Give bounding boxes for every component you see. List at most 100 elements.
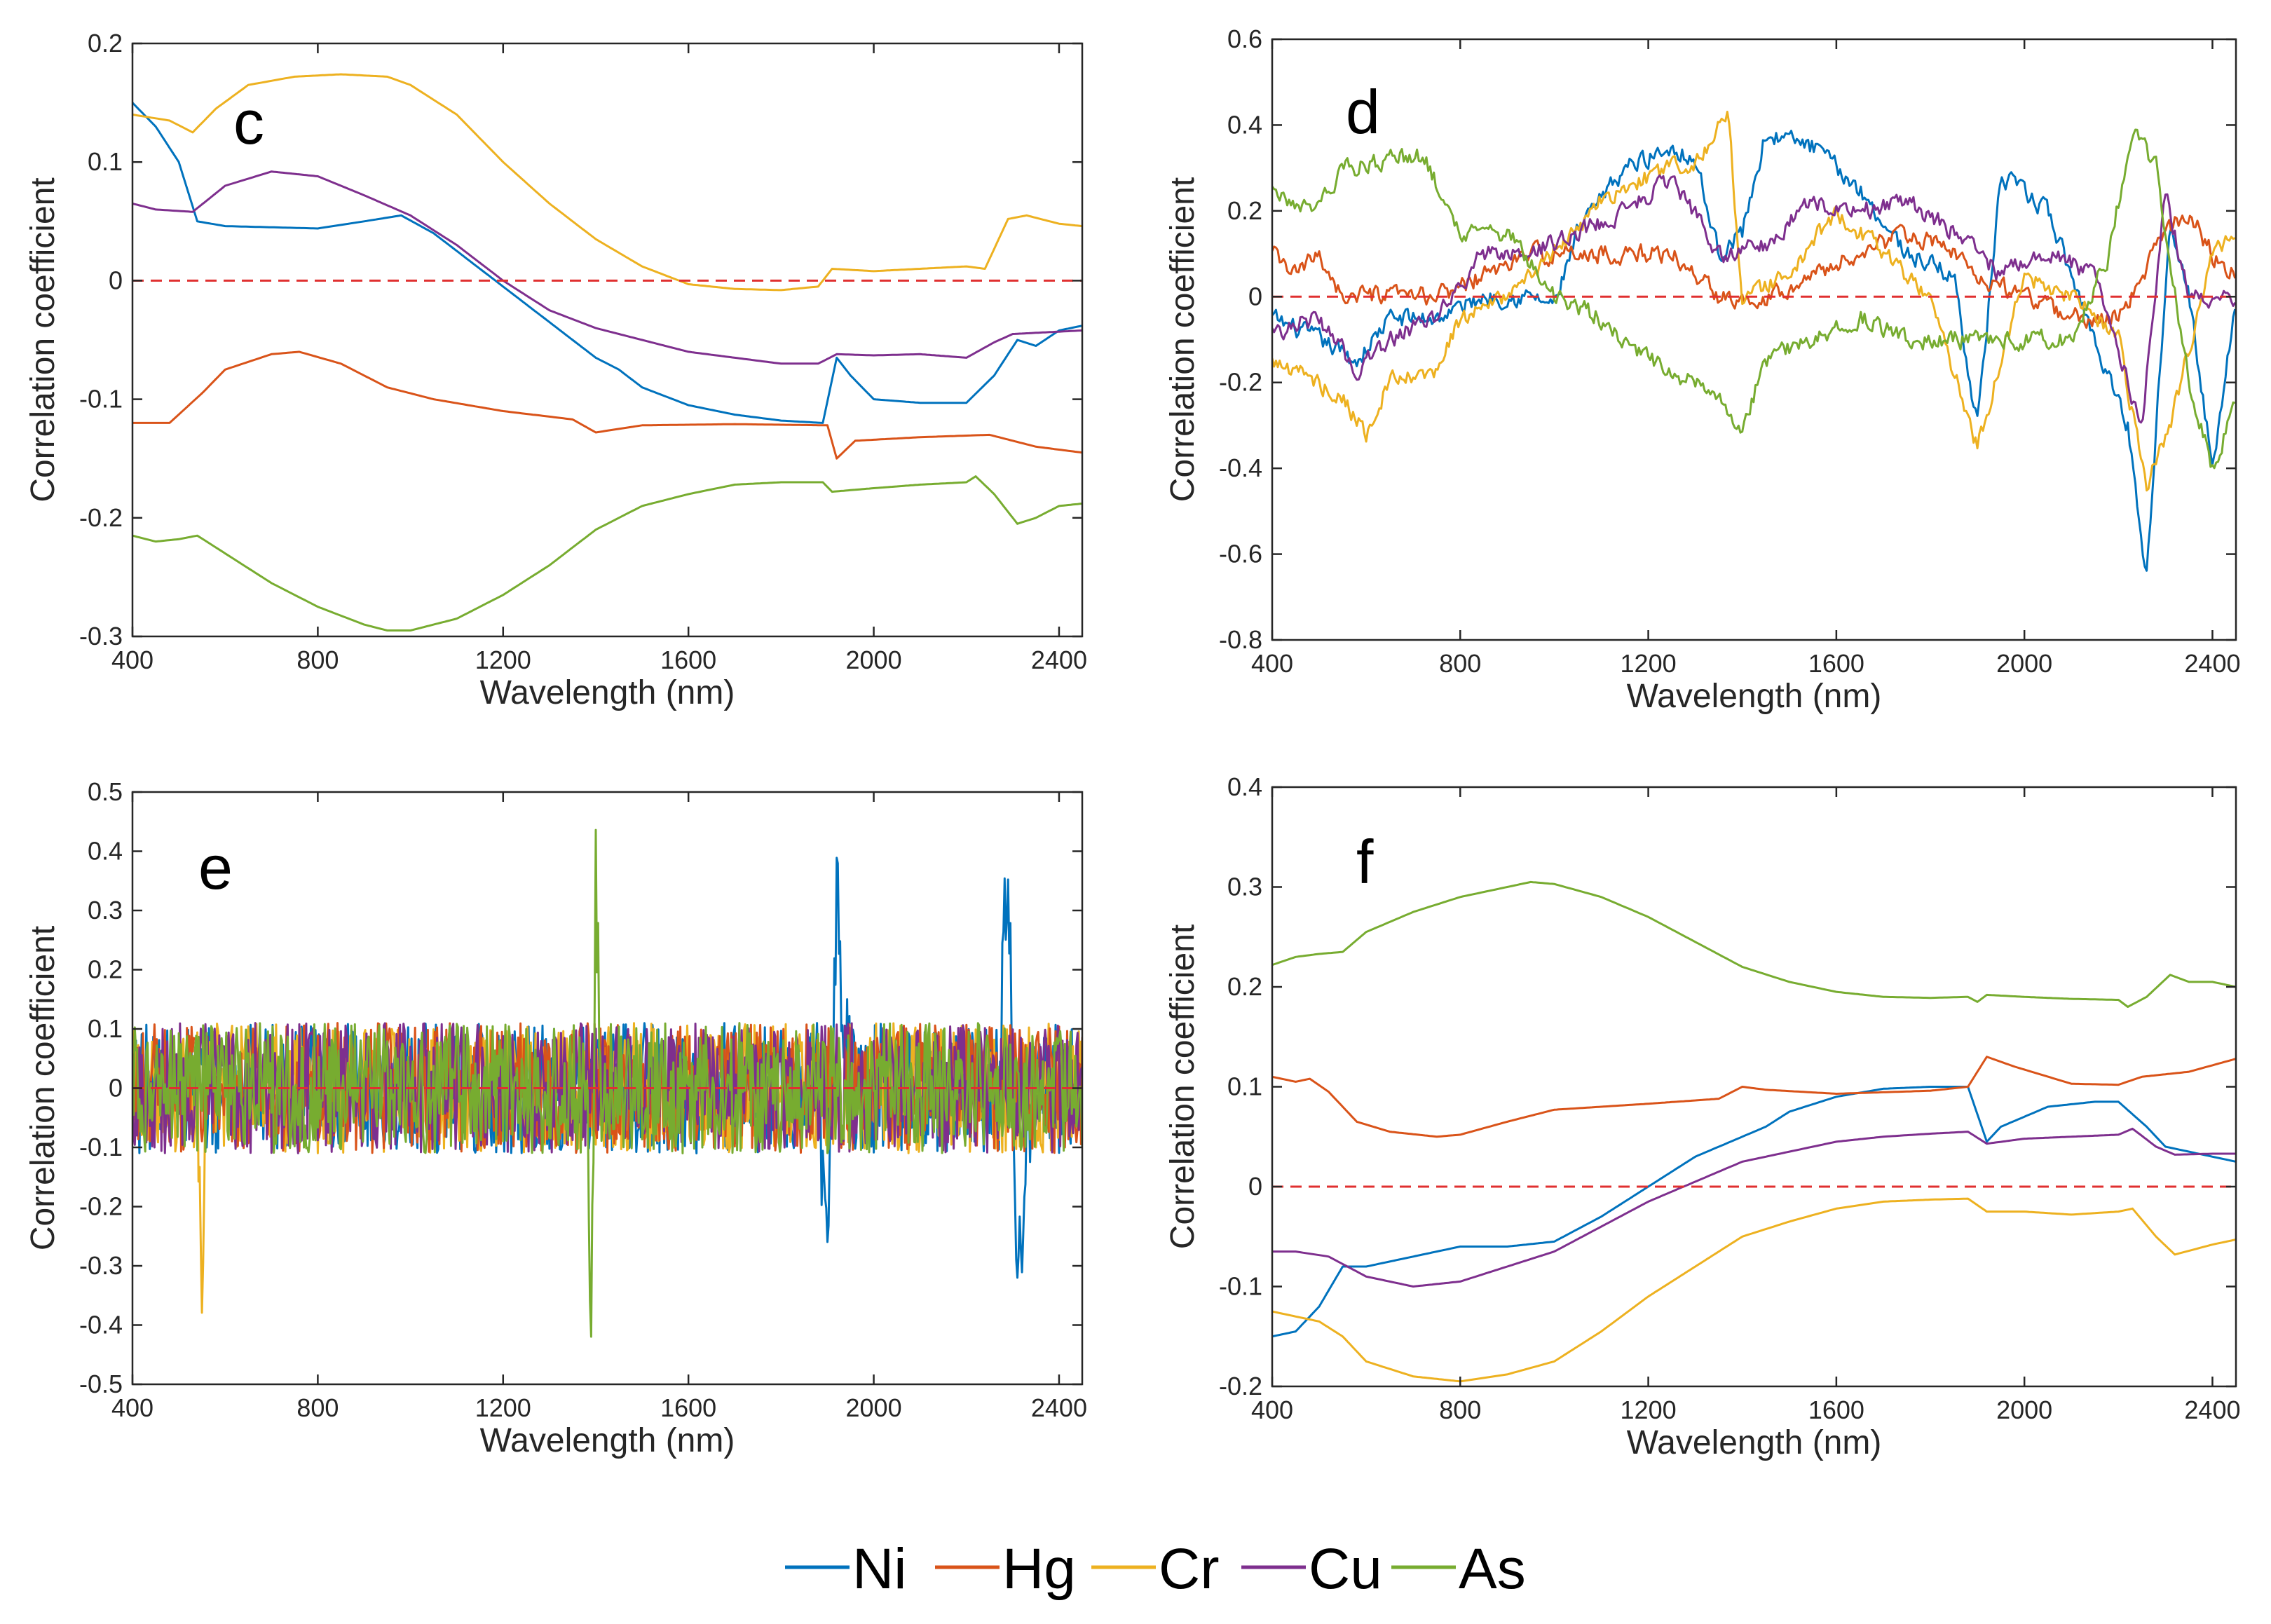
y-tick-label: 0 [1248, 282, 1262, 311]
y-tick-label: -0.1 [79, 1133, 123, 1161]
x-tick-label: 800 [296, 1393, 339, 1422]
x-tick-label: 1200 [1621, 649, 1677, 678]
x-tick-label: 800 [1439, 649, 1481, 678]
y-tick-label: 0.4 [88, 837, 123, 866]
x-axis-label: Wavelength (nm) [480, 674, 735, 711]
series-line-as [1272, 880, 2236, 1008]
y-tick-label: -0.2 [79, 1192, 123, 1221]
series-line-as [132, 475, 1082, 632]
panel-letter: d [1346, 77, 1380, 146]
y-tick-label: -0.4 [1219, 453, 1262, 482]
y-axis-label: Correlation coefficient [25, 177, 62, 502]
x-tick-label: 1600 [660, 1393, 716, 1422]
x-tick-label: 1200 [475, 646, 531, 674]
panel-d: 400 800 1200 1600 2000 2400 -0.8 -0.6 -0.4 -0.2 0 0… [1164, 25, 2241, 715]
series-group [1272, 111, 2236, 572]
y-tick-label: -0.1 [1219, 1272, 1262, 1301]
x-tick-label: 1200 [475, 1393, 531, 1422]
series-line-ni [132, 102, 1082, 424]
y-tick-label: -0.3 [79, 1251, 123, 1280]
y-tick-label: 0.5 [88, 777, 123, 806]
y-tick-label: -0.5 [79, 1370, 123, 1398]
x-tick-label: 800 [1439, 1396, 1481, 1424]
legend: Ni Hg Cr Cu As [785, 1537, 1526, 1601]
legend-label-cr: Cr [1159, 1537, 1220, 1601]
y-tick-label: -0.4 [79, 1311, 123, 1339]
axes-frame [1271, 38, 2237, 641]
x-tick-label: 1600 [1808, 649, 1864, 678]
y-tick-label: 0.6 [1227, 25, 1262, 53]
x-tick-label: 2000 [846, 646, 902, 674]
x-tick-label: 400 [111, 1393, 154, 1422]
y-tick-label: 0.3 [88, 896, 123, 924]
x-tick-label: 400 [1251, 649, 1293, 678]
series-line-as [132, 828, 1082, 1338]
y-tick-label: -0.3 [79, 622, 123, 650]
x-tick-label: 2400 [1031, 1393, 1087, 1422]
series-line-cu [1272, 1127, 2236, 1288]
legend-label-ni: Ni [852, 1537, 906, 1601]
y-tick-label: 0 [109, 266, 123, 294]
y-tick-label: 0.4 [1227, 110, 1262, 139]
y-tick-label: 0.2 [1227, 196, 1262, 225]
y-tick-label: -0.2 [1219, 368, 1262, 397]
panel-f: 400 800 1200 1600 2000 2400 -0.2 -0.1 0 0.1 0.2 0.3… [1164, 772, 2241, 1461]
y-tick-label: -0.8 [1219, 625, 1262, 654]
plot-area [132, 43, 1082, 636]
series-line-cu [1272, 174, 2236, 424]
y-tick-label: 0.1 [88, 147, 123, 176]
y-tick-label: 0.2 [1227, 972, 1262, 1001]
y-tick-label: -0.6 [1219, 540, 1262, 568]
x-tick-label: 2000 [1996, 1396, 2052, 1424]
x-tick-label: 2400 [2184, 1396, 2240, 1424]
x-axis-label: Wavelength (nm) [1627, 678, 1882, 715]
panel-letter: e [198, 833, 233, 902]
panel-e: 400 800 1200 1600 2000 2400 -0.5 -0.4 -0.3 -0.2 -0… [25, 777, 1087, 1459]
y-tick-label: 0.2 [88, 29, 123, 57]
series-line-hg [1272, 214, 2236, 329]
x-tick-label: 1200 [1621, 1396, 1677, 1424]
panel-letter: f [1356, 827, 1374, 896]
y-tick-label: 0.1 [88, 1014, 123, 1043]
series-group [132, 73, 1082, 632]
legend-label-as: As [1459, 1537, 1526, 1601]
y-tick-label: 0.1 [1227, 1072, 1262, 1101]
series-line-ni [1272, 130, 2236, 572]
series-group [1272, 880, 2236, 1383]
x-tick-label: 400 [1251, 1396, 1293, 1424]
plot-area [1272, 39, 2236, 640]
legend-label-hg: Hg [1002, 1537, 1076, 1601]
y-axis-label: Correlation coefficient [1164, 924, 1201, 1249]
y-axis-label: Correlation coefficient [1164, 177, 1201, 502]
series-line-cr [1272, 1197, 2236, 1383]
series-group [132, 828, 1082, 1338]
x-tick-label: 2400 [1031, 646, 1087, 674]
x-axis-label: Wavelength (nm) [480, 1422, 735, 1459]
series-line-hg [132, 350, 1082, 460]
y-tick-label: -0.2 [79, 503, 123, 532]
y-tick-label: 0.3 [1227, 873, 1262, 901]
x-tick-label: 800 [296, 646, 339, 674]
y-tick-label: 0.2 [88, 955, 123, 984]
plot-area [1272, 787, 2236, 1386]
axes-frame [131, 42, 1084, 638]
x-tick-label: 2400 [2184, 649, 2240, 678]
x-tick-label: 400 [111, 646, 154, 674]
series-line-cr [132, 73, 1082, 292]
series-line-ni [1272, 1086, 2236, 1338]
y-tick-label: -0.1 [79, 385, 123, 414]
x-tick-label: 2000 [846, 1393, 902, 1422]
x-tick-label: 2000 [1996, 649, 2052, 678]
series-line-cu [132, 170, 1082, 365]
series-line-cr [1272, 111, 2236, 492]
x-tick-label: 1600 [1808, 1396, 1864, 1424]
y-tick-label: -0.2 [1219, 1372, 1262, 1400]
series-line-as [1272, 128, 2235, 470]
series-line-hg [1272, 1056, 2236, 1138]
y-tick-label: 0.4 [1227, 772, 1262, 801]
y-axis-label: Correlation coefficient [25, 926, 62, 1250]
x-tick-label: 1600 [660, 646, 716, 674]
x-axis-label: Wavelength (nm) [1627, 1424, 1882, 1461]
y-tick-label: 0 [109, 1074, 123, 1103]
